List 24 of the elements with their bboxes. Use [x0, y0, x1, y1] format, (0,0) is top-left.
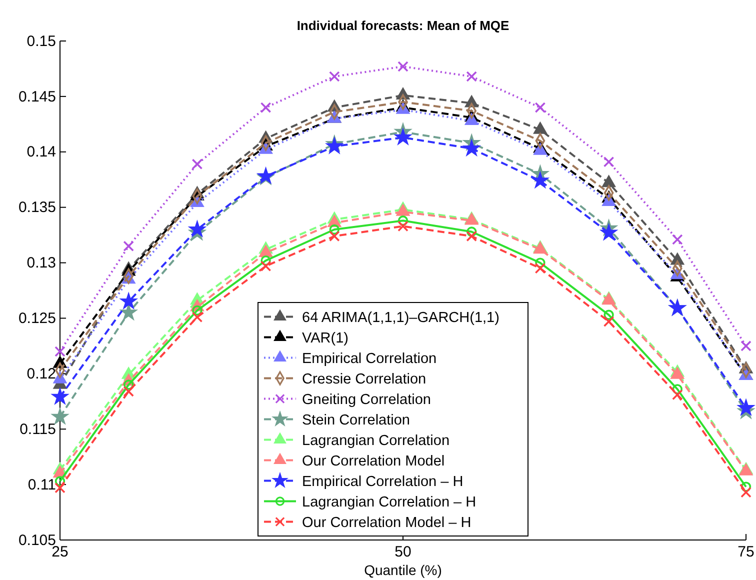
y-tick-label: 0.135 — [18, 199, 56, 216]
legend-label: VAR(1) — [302, 330, 348, 346]
y-tick-label: 0.15 — [26, 32, 56, 50]
legend-label: Lagrangian Correlation – H — [302, 494, 476, 510]
legend-label: 64 ARIMA(1,1,1)–GARCH(1,1) — [302, 310, 500, 326]
legend-label: Gneiting Correlation — [302, 392, 431, 408]
x-axis-title: Quantile (%) — [364, 562, 442, 578]
y-tick-label: 0.125 — [18, 310, 56, 328]
y-tick-label: 0.11 — [28, 476, 56, 494]
chart-title: Individual forecasts: Mean of MQE — [296, 18, 510, 33]
y-tick-label: 0.115 — [20, 420, 56, 438]
y-tick-label: 0.13 — [26, 254, 56, 272]
x-tick-label: 75 — [738, 544, 754, 561]
legend-label: Empirical Correlation – H — [302, 474, 464, 490]
y-tick-label: 0.14 — [26, 144, 56, 161]
y-tick-label: 0.12 — [26, 365, 56, 382]
legend-label: Stein Correlation — [302, 412, 410, 428]
legend-label: Our Correlation Model – H — [302, 514, 472, 531]
y-tick-label: 0.145 — [18, 88, 56, 106]
legend-label: Our Correlation Model — [302, 453, 445, 470]
legend-label: Cressie Correlation — [302, 371, 426, 388]
x-tick-label: 50 — [394, 544, 412, 561]
legend-label: Lagrangian Correlation — [302, 432, 450, 449]
legend-label: Empirical Correlation — [302, 350, 437, 367]
